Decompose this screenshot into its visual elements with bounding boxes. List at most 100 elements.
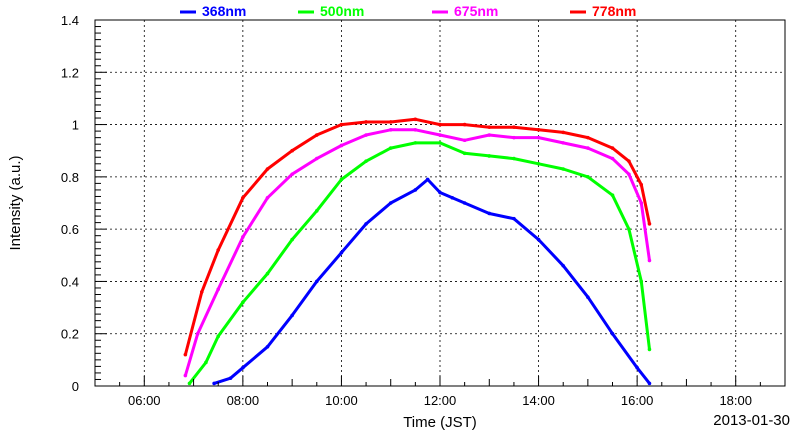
data-point <box>216 334 221 339</box>
y-axis-label: Intensity (a.u.) <box>7 155 24 250</box>
y-tick-label: 0 <box>72 379 79 394</box>
data-point <box>487 154 492 158</box>
legend-item: 675nm <box>432 3 498 19</box>
legend-label: 778nm <box>592 3 636 19</box>
x-tick-label: 14:00 <box>522 393 555 408</box>
data-point <box>388 146 393 150</box>
data-point <box>314 156 319 161</box>
date-label: 2013-01-30 <box>713 412 790 429</box>
data-point <box>627 227 631 231</box>
data-point <box>413 188 418 192</box>
series-line <box>183 117 651 357</box>
x-axis-label: Time (JST) <box>403 414 477 431</box>
data-point <box>586 295 590 299</box>
data-point <box>512 156 516 161</box>
legend-item: 500nm <box>298 3 364 19</box>
data-point <box>487 125 492 129</box>
data-point <box>199 290 204 294</box>
data-point <box>364 120 368 124</box>
data-point <box>536 237 541 242</box>
data-point <box>438 141 442 145</box>
data-point <box>462 201 467 205</box>
data-point <box>241 365 245 370</box>
data-point <box>388 128 393 132</box>
data-point <box>339 177 344 182</box>
data-point <box>265 195 270 200</box>
data-point <box>241 300 245 305</box>
y-tick-label: 1.2 <box>61 65 79 80</box>
data-point <box>265 167 270 171</box>
series-675nm <box>183 128 652 378</box>
data-point <box>216 287 221 292</box>
y-tick-label: 0.8 <box>61 170 79 185</box>
series-line <box>188 141 651 385</box>
data-point <box>586 175 590 179</box>
data-point <box>364 159 368 163</box>
data-point <box>610 156 615 161</box>
x-tick-label: 08:00 <box>227 393 260 408</box>
series-line <box>183 128 651 377</box>
data-point <box>647 381 652 386</box>
data-point <box>536 128 541 132</box>
data-point <box>627 172 631 177</box>
data-point <box>183 373 188 378</box>
data-point <box>339 143 344 148</box>
data-point <box>586 135 590 140</box>
data-point <box>462 138 467 143</box>
data-point <box>290 148 294 153</box>
data-point <box>610 146 615 150</box>
data-point <box>512 125 516 129</box>
data-point <box>561 167 566 171</box>
grid-lines <box>95 20 785 386</box>
x-tick-label: 10:00 <box>325 393 358 408</box>
axis-ticks: 06:00 08:00 10:00 12:00 14:00 16:00 18:00 0 0.2 0… <box>61 13 761 408</box>
data-point <box>364 133 368 137</box>
x-tick-label: 06:00 <box>128 393 161 408</box>
data-point <box>647 347 652 352</box>
legend-label: 368nm <box>202 3 246 19</box>
data-series <box>183 117 652 386</box>
data-point <box>627 159 631 163</box>
data-point <box>388 201 393 205</box>
legend-label: 500nm <box>320 3 364 19</box>
data-point <box>610 331 615 336</box>
data-point <box>450 195 455 200</box>
data-point <box>241 195 245 200</box>
data-point <box>413 128 418 132</box>
data-point <box>438 133 442 137</box>
data-point <box>388 120 393 124</box>
data-point <box>512 216 516 221</box>
data-point <box>212 381 216 386</box>
legend-item: 778nm <box>570 3 636 19</box>
data-point <box>438 122 442 127</box>
data-point <box>195 331 200 336</box>
data-point <box>183 352 188 357</box>
data-point <box>364 222 368 226</box>
data-point <box>586 146 590 150</box>
data-point <box>462 151 467 156</box>
data-point <box>639 279 644 284</box>
data-point <box>290 172 294 177</box>
data-point <box>561 141 566 145</box>
data-point <box>228 376 233 380</box>
data-point <box>487 133 492 137</box>
data-point <box>241 235 245 239</box>
data-point <box>339 122 344 127</box>
data-point <box>265 344 270 349</box>
data-point <box>425 177 430 182</box>
data-point <box>462 122 467 127</box>
data-point <box>290 237 294 242</box>
data-point <box>512 135 516 140</box>
data-point <box>561 130 566 135</box>
data-point <box>438 190 442 195</box>
series-368nm <box>212 177 652 386</box>
y-tick-label: 1.4 <box>61 13 79 28</box>
data-point <box>413 141 418 145</box>
series-line <box>212 178 651 385</box>
data-point <box>610 193 615 197</box>
data-point <box>536 135 541 140</box>
data-point <box>639 201 644 205</box>
data-point <box>413 117 418 122</box>
y-tick-label: 0.2 <box>61 327 79 342</box>
